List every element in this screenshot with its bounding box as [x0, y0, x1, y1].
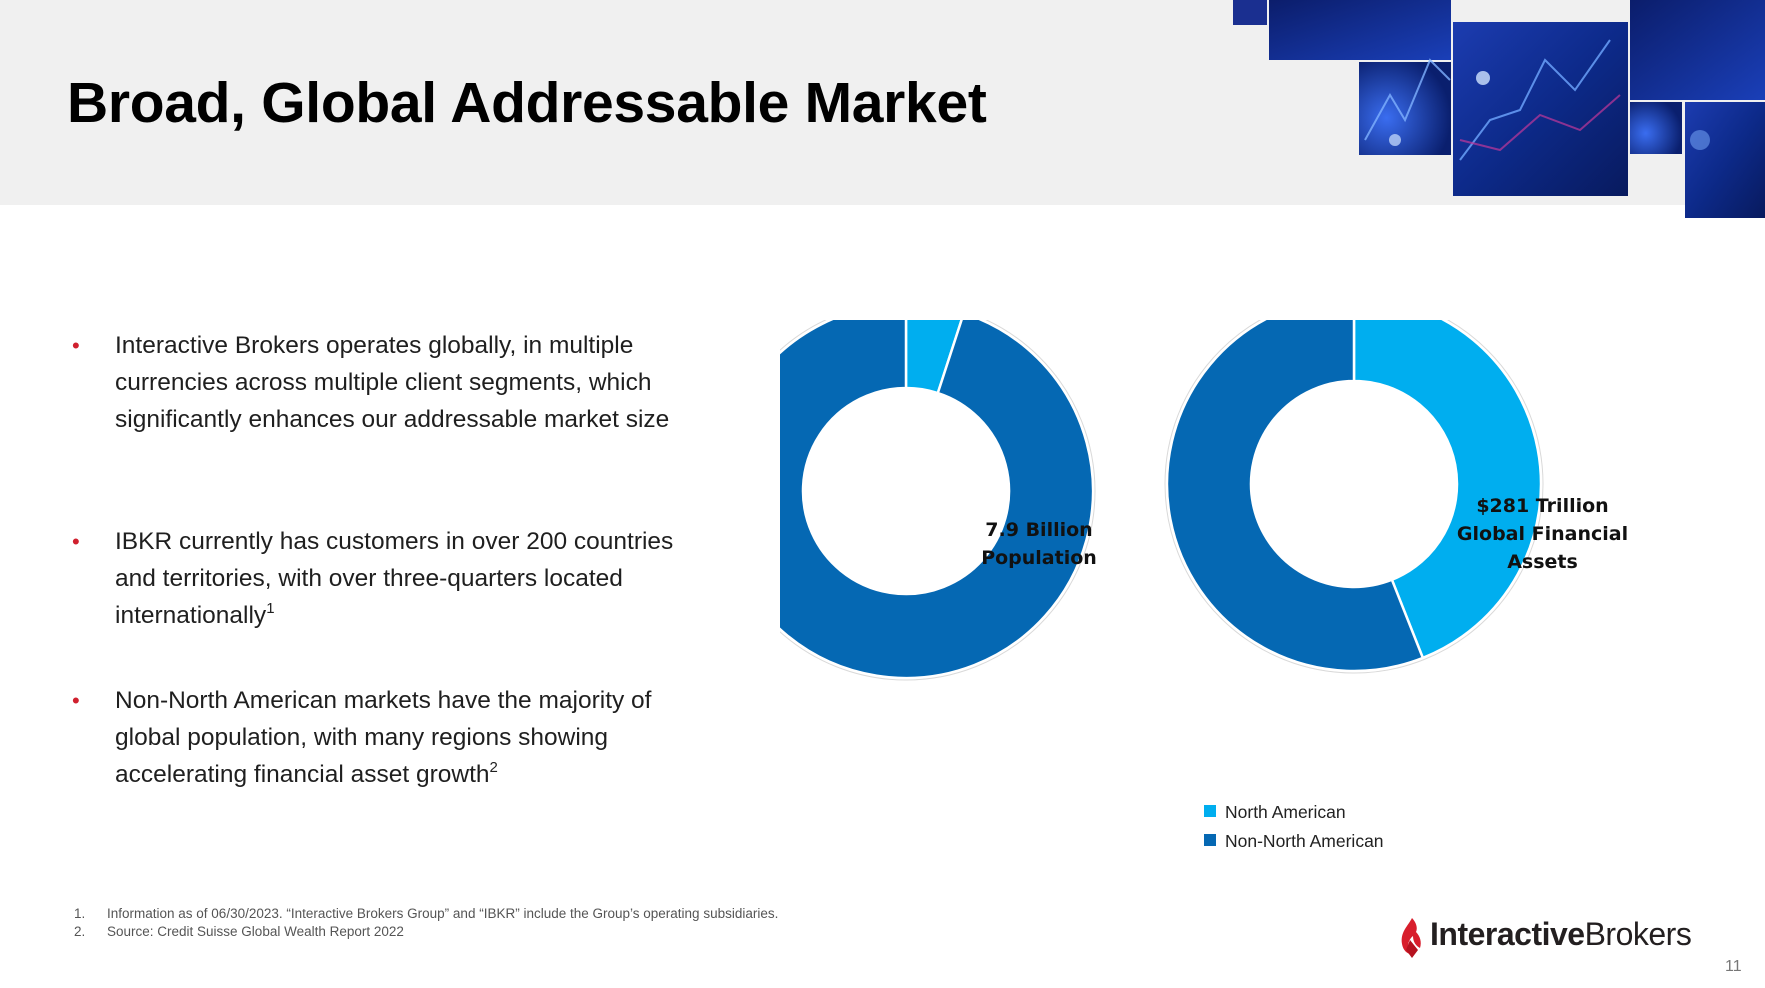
footnote-number: 1. — [74, 906, 86, 921]
footnote-number: 2. — [74, 924, 86, 939]
bullet-text: IBKR currently has customers in over 200… — [115, 528, 674, 629]
donut-1-slice-non-north-american — [780, 320, 1095, 680]
logo-wordmark: InteractiveBrokers — [1430, 916, 1692, 953]
assets-caption-line2: Assets — [1507, 551, 1578, 573]
donut-charts-svg — [780, 320, 1544, 681]
bullet-marker: • — [72, 529, 80, 554]
legend-label: North American — [1225, 802, 1346, 822]
footnotes: 1. Information as of 06/30/2023. “Intera… — [74, 905, 778, 941]
footnote-text: Information as of 06/30/2023. “Interacti… — [107, 906, 779, 921]
bullet-marker: • — [72, 333, 80, 358]
donut-outline-1 — [780, 320, 1096, 681]
slide-title: Broad, Global Addressable Market — [67, 71, 987, 135]
footnote-2: 2. Source: Credit Suisse Global Wealth R… — [74, 923, 778, 941]
logo-text-bold: Interactive — [1430, 916, 1585, 952]
bullet-text: Non-North American markets have the majo… — [115, 687, 652, 788]
page-number: 11 — [1725, 958, 1742, 975]
population-caption: Population — [981, 547, 1097, 569]
logo-flame-icon — [1401, 918, 1421, 958]
footnote-ref: 1 — [266, 600, 275, 617]
legend-swatch-north-american — [1204, 805, 1216, 817]
assets-caption-line1: Global Financial — [1456, 523, 1629, 545]
donut-2-slice-north-american — [1352, 320, 1543, 660]
footnote-text: Source: Credit Suisse Global Wealth Repo… — [107, 924, 404, 939]
footnote-ref: 2 — [489, 759, 498, 776]
legend-label: Non-North American — [1225, 831, 1384, 851]
legend-item-north-american: North American — [1204, 800, 1384, 829]
donut-1-slice-north-american — [904, 320, 963, 395]
population-value: 7.9 Billion — [985, 519, 1093, 541]
bullet-item: • Non-North American markets have the ma… — [72, 682, 712, 793]
legend-item-non-north-american: Non-North American — [1204, 829, 1384, 858]
bullet-item: • Interactive Brokers operates globally,… — [72, 327, 712, 438]
footnote-1: 1. Information as of 06/30/2023. “Intera… — [74, 905, 778, 923]
legend-swatch-non-north-american — [1204, 834, 1216, 846]
donut-2-slice-non-north-american — [1165, 320, 1425, 673]
assets-center-label: $281 Trillion Global Financial Assets — [1435, 492, 1650, 576]
chart-legend: North American Non-North American — [1204, 800, 1384, 858]
logo-text-regular: Brokers — [1584, 916, 1692, 952]
bullet-item: • IBKR currently has customers in over 2… — [72, 523, 712, 634]
donut-charts-area: 7.9 Billion Population $281 Trillion Glo… — [780, 320, 1765, 780]
assets-value: $281 Trillion — [1476, 495, 1609, 517]
donut-outline-2 — [1164, 320, 1544, 674]
population-center-label: 7.9 Billion Population — [934, 516, 1144, 572]
bullet-marker: • — [72, 688, 80, 713]
bullet-text: Interactive Brokers operates globally, i… — [115, 332, 670, 433]
